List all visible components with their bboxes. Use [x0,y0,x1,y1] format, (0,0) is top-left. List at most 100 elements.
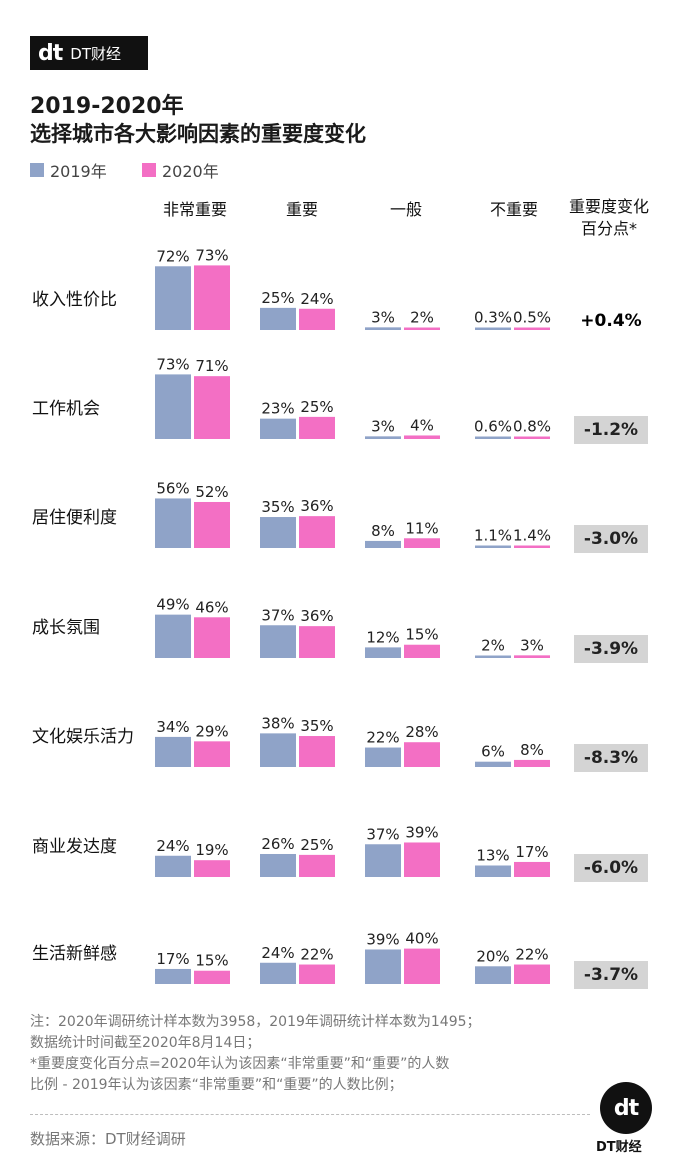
note-line-2: 数据统计时间截至2020年8月14日； [30,1035,261,1051]
bar-2020-not-important-row-6 [514,964,550,984]
bar-2019-important-row-3 [260,625,296,658]
data-label-2019-average-row-4: 22% [366,729,399,747]
change-badge-row-6: -3.7% [574,961,648,989]
data-label-2019-important-row-3: 37% [261,606,294,624]
bar-2020-very-important-row-3 [194,617,230,658]
bar-2019-very-important-row-2 [155,498,191,548]
legend-label-2019: 2019年 [50,162,107,181]
data-label-2019-not-important-row-6: 20% [476,947,509,965]
data-label-2019-very-important-row-3: 49% [156,596,189,614]
data-label-2020-not-important-row-5: 17% [515,843,548,861]
data-label-2020-average-row-4: 28% [405,723,438,741]
data-label-2019-very-important-row-6: 17% [156,950,189,968]
bar-2019-very-important-row-1 [155,374,191,439]
bar-2020-not-important-row-3 [514,655,550,658]
row-label-0: 收入性价比 [32,290,117,310]
dt-logo-icon: dt [38,40,63,66]
data-label-2019-average-row-3: 12% [366,628,399,646]
data-source: 数据来源：DT财经调研 [30,1130,186,1148]
data-label-2020-very-important-row-2: 52% [195,483,228,501]
data-label-2019-average-row-1: 3% [371,417,395,435]
column-header-important: 重要 [285,200,318,219]
data-label-2019-not-important-row-5: 13% [476,846,509,864]
row-label-4: 文化娱乐活力 [32,727,134,747]
bar-2020-average-row-5 [404,842,440,877]
column-header-average: 一般 [389,200,422,219]
bar-2020-average-row-6 [404,948,440,984]
legend-item-2019: 2019年 [30,160,107,181]
bar-2020-very-important-row-2 [194,501,230,548]
bar-2019-very-important-row-3 [155,614,191,658]
data-label-2020-average-row-1: 4% [410,416,434,434]
data-label-2019-average-row-6: 39% [366,930,399,948]
bar-2019-not-important-row-3 [475,655,511,658]
bar-2020-important-row-4 [299,736,335,767]
divider [30,1114,590,1115]
note-line-4: 比例 - 2019年认为该因素“非常重要”和“重要”的人数比例； [30,1077,403,1093]
bar-2020-average-row-0 [404,327,440,330]
data-label-2019-not-important-row-0: 0.3% [474,309,512,327]
change-header-line1: 重要度变化 [568,197,649,216]
bar-2020-very-important-row-1 [194,376,230,439]
row-label-6: 生活新鲜感 [32,944,117,964]
bar-2020-average-row-3 [404,644,440,658]
bar-2020-not-important-row-0 [514,327,550,330]
change-badge-row-3: -3.9% [574,635,648,663]
bar-2020-very-important-row-5 [194,860,230,877]
data-label-2019-not-important-row-4: 6% [481,743,505,761]
data-label-2019-not-important-row-2: 1.1% [474,527,512,545]
brand-logo: dt DT财经 [30,36,148,70]
bar-2020-not-important-row-4 [514,759,550,767]
bar-2019-important-row-5 [260,853,296,877]
bar-2019-very-important-row-0 [155,266,191,330]
data-label-2019-important-row-5: 26% [261,835,294,853]
data-label-2020-not-important-row-3: 3% [520,636,544,654]
data-label-2020-important-row-1: 25% [300,398,333,416]
data-label-2020-important-row-6: 22% [300,946,333,964]
data-label-2020-not-important-row-6: 22% [515,946,548,964]
data-label-2019-average-row-0: 3% [371,308,395,326]
footnotes: 注：2020年调研统计样本数为3958，2019年调研统计样本数为1495； 数… [30,1012,630,1096]
data-label-2020-average-row-0: 2% [410,309,434,327]
change-badge-row-4: -8.3% [574,744,648,772]
data-label-2020-important-row-4: 35% [300,717,333,735]
bar-2019-not-important-row-0 [475,327,511,330]
bar-2019-average-row-1 [365,436,401,439]
column-header-very-important: 非常重要 [162,200,227,219]
data-label-2020-very-important-row-5: 19% [195,841,228,859]
bar-2019-average-row-2 [365,540,401,548]
bar-2020-important-row-1 [299,416,335,439]
bar-2019-important-row-6 [260,962,296,984]
data-label-2020-very-important-row-0: 73% [195,246,228,264]
note-line-1: 注：2020年调研统计样本数为3958，2019年调研统计样本数为1495； [30,1014,481,1030]
bar-2019-important-row-2 [260,517,296,548]
row-label-2: 居住便利度 [32,508,117,528]
data-label-2020-very-important-row-4: 29% [195,722,228,740]
data-label-2020-not-important-row-4: 8% [520,741,544,759]
data-label-2019-not-important-row-3: 2% [481,637,505,655]
data-label-2020-average-row-2: 11% [405,519,438,537]
data-label-2019-very-important-row-1: 73% [156,355,189,373]
data-label-2020-not-important-row-0: 0.5% [513,309,551,327]
note-line-3: *重要度变化百分点=2020年认为该因素“非常重要”和“重要”的人数 [30,1056,450,1072]
data-label-2019-important-row-0: 25% [261,289,294,307]
bar-2019-average-row-0 [365,327,401,330]
data-label-2020-average-row-3: 15% [405,626,438,644]
data-label-2019-important-row-6: 24% [261,944,294,962]
bar-2020-not-important-row-1 [514,436,550,439]
bar-2020-important-row-6 [299,964,335,984]
data-label-2019-very-important-row-4: 34% [156,718,189,736]
data-label-2020-very-important-row-6: 15% [195,952,228,970]
row-label-3: 成长氛围 [32,618,100,638]
badge-mark: dt [613,1095,639,1121]
data-label-2019-average-row-2: 8% [371,522,395,540]
data-label-2019-very-important-row-5: 24% [156,837,189,855]
bar-2020-very-important-row-0 [194,265,230,330]
change-badge-row-1: -1.2% [574,416,648,444]
bar-2019-average-row-6 [365,949,401,984]
change-badge-row-0: +0.4% [580,311,642,331]
legend-label-2020: 2020年 [162,162,219,181]
bar-2019-not-important-row-4 [475,761,511,767]
data-label-2020-important-row-2: 36% [300,497,333,515]
data-label-2019-important-row-1: 23% [261,400,294,418]
